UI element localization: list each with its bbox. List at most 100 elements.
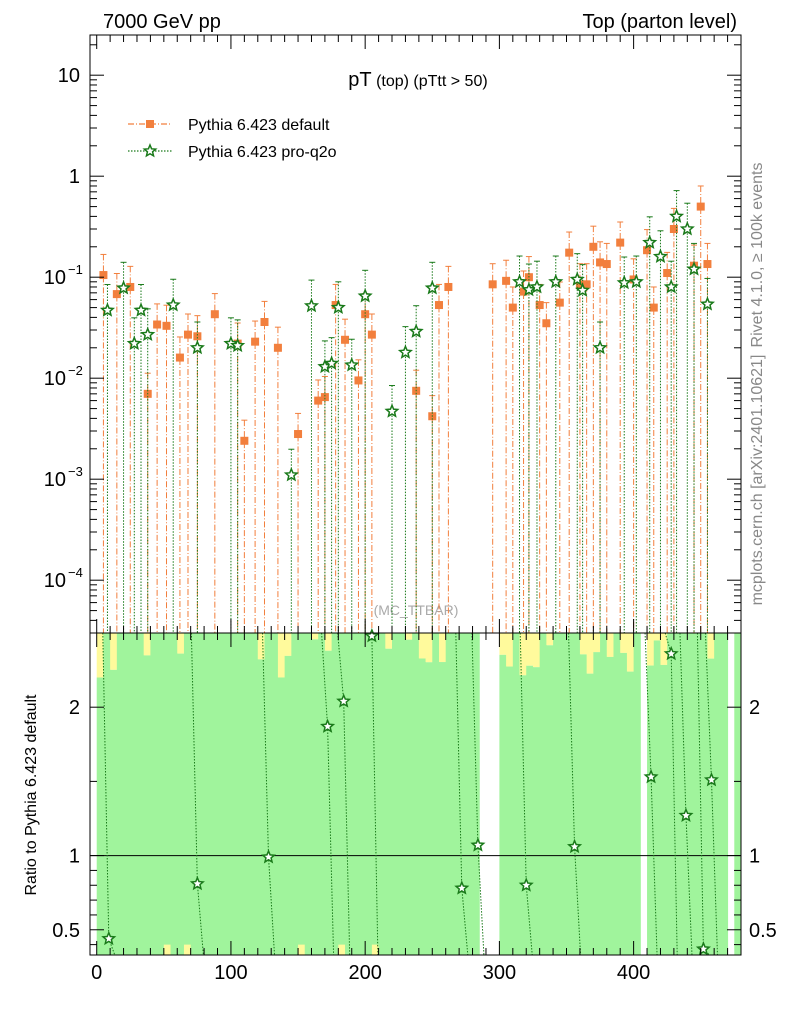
band-inner — [284, 655, 292, 955]
ratio-point — [320, 718, 336, 733]
x-tick-label: 300 — [483, 962, 516, 984]
band-inner — [546, 645, 554, 955]
band-inner — [512, 633, 521, 955]
point-default — [240, 436, 249, 445]
band-inner — [324, 650, 333, 955]
band-inner — [251, 633, 259, 955]
legend-marker-square — [146, 120, 154, 128]
legend-label: Pythia 6.423 pro-q2o — [188, 144, 337, 161]
band-inner — [606, 656, 614, 955]
chart-title-sub: (top) (pTtt > 50) — [372, 73, 488, 90]
ratio-connector — [477, 845, 485, 956]
band-outer — [620, 633, 628, 653]
band-inner — [103, 633, 111, 955]
point-default — [361, 310, 370, 319]
band-outer — [546, 633, 554, 646]
ratio-point — [101, 930, 117, 946]
band-inner — [526, 665, 534, 955]
band-inner — [224, 633, 232, 955]
point-default — [183, 330, 192, 339]
x-tick-label: 100 — [214, 962, 247, 984]
ratio-connector — [327, 726, 335, 956]
point-pro-q2o — [616, 274, 632, 290]
band-inner — [559, 633, 568, 955]
band-inner — [163, 633, 172, 955]
band-inner — [123, 633, 131, 955]
band-inner — [277, 677, 286, 955]
band-inner — [459, 633, 467, 955]
point-default — [508, 303, 517, 312]
point-default — [273, 343, 282, 352]
band-inner — [647, 665, 655, 955]
band-inner — [244, 633, 252, 955]
y-tick-exp: −1 — [68, 262, 83, 277]
band-inner — [499, 654, 507, 955]
band-inner — [626, 671, 635, 955]
band-inner — [291, 633, 299, 955]
ratio-y-tick-label-right: 2 — [749, 697, 760, 719]
band-outer — [311, 633, 319, 640]
band-outer — [277, 633, 286, 678]
ratio-connector — [471, 632, 479, 846]
point-default — [260, 318, 269, 327]
ratio-point — [566, 838, 583, 854]
point-default — [502, 276, 511, 285]
band-inner — [573, 633, 581, 955]
point-pro-q2o — [140, 326, 156, 342]
point-default — [555, 298, 564, 307]
band-inner — [506, 666, 514, 955]
y-tick-exp: −3 — [68, 464, 83, 479]
band-inner — [707, 658, 715, 955]
band-inner — [298, 633, 306, 955]
ratio-point — [336, 693, 352, 708]
point-pro-q2o — [628, 273, 644, 289]
band-inner — [365, 633, 373, 955]
band-outer-low — [163, 944, 172, 955]
point-pro-q2o — [679, 221, 695, 236]
band-inner — [257, 659, 265, 955]
ratio-frame — [89, 632, 742, 956]
band-outer — [177, 633, 185, 654]
band-inner — [620, 652, 628, 955]
band-inner — [412, 633, 420, 955]
y-tick-label: 10 — [44, 267, 66, 289]
point-pro-q2o — [303, 297, 320, 313]
watermark: (MC_TTBAR) — [374, 602, 459, 618]
point-pro-q2o — [424, 280, 440, 295]
band-outer — [707, 633, 715, 659]
point-default — [669, 225, 678, 234]
band-outer — [385, 633, 393, 649]
band-outer-low — [338, 944, 346, 955]
point-default — [314, 396, 323, 405]
point-default — [193, 332, 202, 341]
ratio-connector — [685, 815, 693, 956]
band-inner — [600, 633, 608, 955]
x-tick-label: 0 — [91, 962, 102, 984]
band-inner — [338, 633, 346, 955]
band-inner — [197, 633, 205, 955]
band-outer — [425, 633, 433, 663]
band-outer — [586, 633, 594, 674]
mcplots-label: mcplots.cern.ch [arXiv:2401.10621] — [749, 355, 766, 606]
ratio-connector — [268, 857, 276, 956]
point-default — [210, 310, 219, 319]
band-inner — [237, 633, 245, 955]
band-outer — [532, 633, 541, 668]
point-default — [488, 280, 497, 289]
band-inner — [304, 633, 312, 955]
band-outer — [647, 633, 655, 666]
band-outer — [96, 633, 104, 678]
ratio-connector — [568, 632, 576, 847]
band-inner — [398, 633, 406, 955]
band-outer — [593, 633, 601, 653]
y-tick-label: 10 — [44, 570, 66, 592]
point-default — [367, 330, 376, 339]
point-default — [602, 260, 611, 269]
band-inner — [116, 633, 125, 955]
ratio-point — [189, 875, 205, 891]
ratio-connector — [670, 653, 678, 956]
band-inner — [405, 639, 413, 955]
point-pro-q2o — [330, 299, 346, 315]
ratio-connector — [710, 779, 718, 956]
band-outer — [257, 633, 265, 660]
